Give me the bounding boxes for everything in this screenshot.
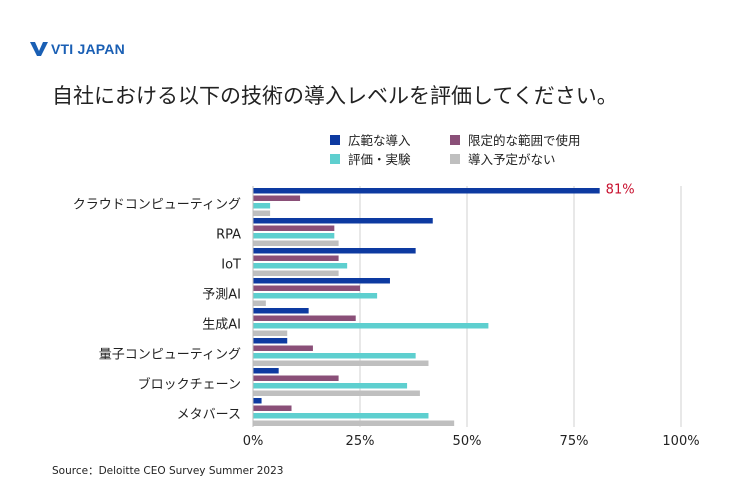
- bar-widely: [253, 398, 262, 404]
- bar-limited: [253, 345, 313, 351]
- bar-widely: [253, 308, 309, 314]
- bar-evaluating: [253, 323, 489, 329]
- x-tick-label: 50%: [453, 434, 482, 449]
- bar-widely: [253, 218, 433, 224]
- bar-limited: [253, 225, 335, 231]
- bar-none: [253, 420, 455, 426]
- bar-evaluating: [253, 353, 416, 359]
- bar-evaluating: [253, 233, 335, 239]
- category-label: IoT: [221, 258, 241, 273]
- bar-widely: [253, 278, 390, 284]
- category-label: RPA: [216, 228, 241, 243]
- source-note: Source：Deloitte CEO Survey Summer 2023: [52, 465, 284, 477]
- bar-limited: [253, 375, 339, 381]
- bar-none: [253, 210, 271, 216]
- vti-logo-icon: [30, 42, 48, 56]
- brand-logo-text: VTI JAPAN: [51, 41, 125, 57]
- bar-evaluating: [253, 263, 348, 269]
- bar-widely: [253, 368, 279, 374]
- category-label: メタバース: [177, 408, 241, 423]
- x-tick-label: 75%: [560, 434, 589, 449]
- bar-evaluating: [253, 203, 271, 209]
- legend-item-widely: 広範な導入: [330, 130, 411, 149]
- category-label: クラウドコンピューティング: [73, 198, 241, 213]
- bar-value-callout: 81%: [606, 183, 635, 198]
- legend-swatch-evaluating: [330, 153, 340, 164]
- legend-item-none: 導入予定がない: [450, 149, 556, 168]
- bar-none: [253, 360, 429, 366]
- legend-swatch-limited: [450, 134, 460, 145]
- bar-evaluating: [253, 413, 429, 419]
- page-title: 自社における以下の技術の導入レベルを評価してください。: [52, 84, 618, 108]
- x-tick-label: 25%: [346, 434, 375, 449]
- bar-none: [253, 270, 339, 276]
- legend-label-limited: 限定的な範囲で使用: [468, 133, 581, 148]
- category-label: 量子コンピューティング: [99, 348, 241, 363]
- legend-swatch-widely: [330, 134, 340, 145]
- legend-swatch-none: [450, 153, 460, 164]
- bar-limited: [253, 285, 360, 291]
- brand-logo: VTI JAPAN: [30, 41, 125, 57]
- bar-none: [253, 300, 266, 306]
- bar-widely: [253, 188, 600, 194]
- bar-limited: [253, 315, 356, 321]
- bar-evaluating: [253, 293, 378, 299]
- bar-widely: [253, 338, 288, 344]
- legend-label-none: 導入予定がない: [468, 152, 556, 167]
- bar-widely: [253, 248, 416, 254]
- legend-item-evaluating: 評価・実験: [330, 149, 411, 168]
- bar-evaluating: [253, 383, 408, 389]
- category-label: 生成AI: [202, 318, 241, 333]
- legend-item-limited: 限定的な範囲で使用: [450, 130, 581, 149]
- bar-limited: [253, 405, 292, 411]
- bar-none: [253, 330, 288, 336]
- bar-limited: [253, 255, 339, 261]
- category-label: 予測AI: [202, 288, 241, 303]
- legend-label-widely: 広範な導入: [348, 133, 411, 148]
- x-tick-label: 100%: [662, 434, 699, 449]
- bar-none: [253, 240, 339, 246]
- bar-none: [253, 390, 420, 396]
- x-tick-label: 0%: [243, 434, 264, 449]
- category-label: ブロックチェーン: [138, 377, 241, 393]
- legend-label-evaluating: 評価・実験: [348, 152, 411, 167]
- bar-limited: [253, 195, 301, 201]
